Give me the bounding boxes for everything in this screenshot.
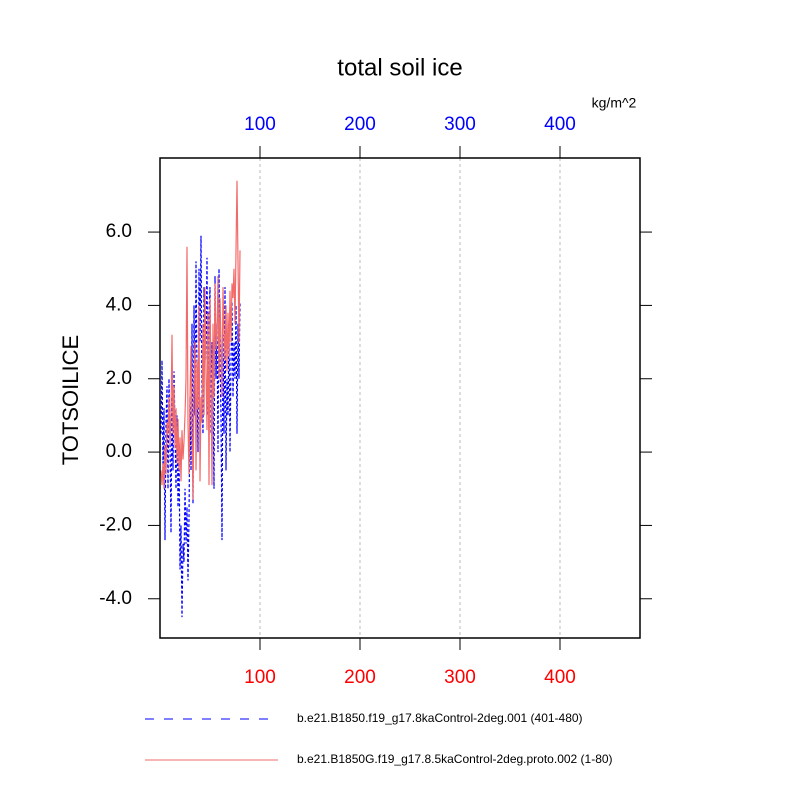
x2-tick-label: 400	[544, 114, 576, 135]
y-tick-label: 6.0	[106, 221, 132, 242]
x2-tick-label: 200	[344, 114, 376, 135]
x2-tick-label: 300	[444, 114, 476, 135]
plot-frame	[159, 157, 641, 639]
y-tick-label: 0.0	[106, 441, 132, 462]
y-tick-label: -2.0	[99, 514, 132, 535]
x2-tick-label: 100	[244, 114, 276, 135]
x-tick-label: 100	[244, 667, 276, 688]
chart-title: total soil ice	[337, 54, 462, 81]
y-tick-label: 4.0	[106, 294, 132, 315]
legend-label: b.e21.B1850.f19_g17.8kaControl-2deg.001 …	[297, 711, 583, 725]
series-line	[160, 180, 241, 500]
y-tick-label: -4.0	[99, 588, 132, 609]
x-tick-label: 400	[544, 667, 576, 688]
x-tick-label: 300	[444, 667, 476, 688]
y-axis-label: TOTSOILICE	[58, 335, 83, 465]
series-line	[160, 235, 241, 618]
legend-label: b.e21.B1850G.f19_g17.8.5kaControl-2deg.p…	[297, 752, 613, 766]
y-tick-label: 2.0	[106, 368, 132, 389]
top-axis-units: kg/m^2	[592, 95, 637, 111]
x-tick-label: 200	[344, 667, 376, 688]
